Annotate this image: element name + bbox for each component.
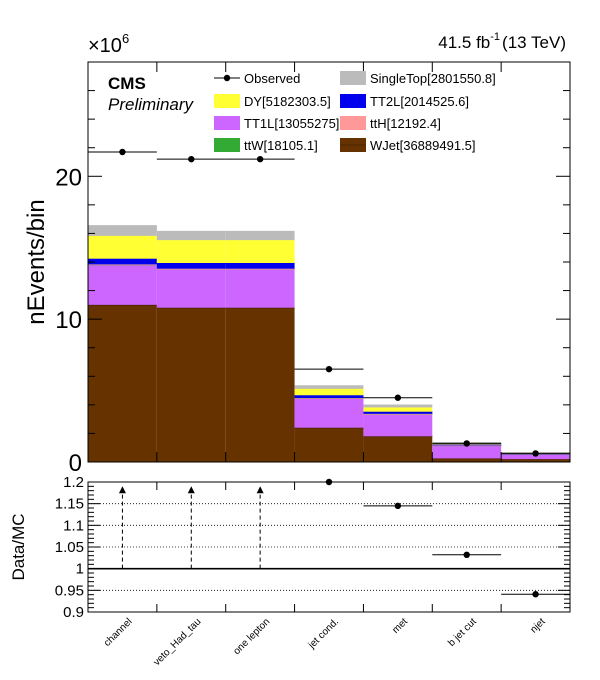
bar-segment bbox=[294, 386, 364, 389]
legend-label: SingleTop[2801550.8] bbox=[370, 71, 496, 86]
bar-segment bbox=[225, 307, 295, 462]
bar-segment bbox=[294, 398, 364, 428]
legend-label: TT2L[2014525.6] bbox=[370, 94, 469, 109]
y-tick-label: 0 bbox=[69, 450, 82, 477]
exponent-label: ×106 bbox=[88, 31, 129, 57]
ratio-panel: 0.9 0.95 1 1.05 1.1 1.15 1.2 bbox=[55, 474, 571, 621]
x-tick-label: veto_Had_tau bbox=[152, 616, 204, 668]
ratio-y-tick-label: 1.15 bbox=[55, 496, 84, 513]
ratio-y-tick-label: 0.9 bbox=[63, 604, 84, 621]
bar-segment bbox=[156, 269, 226, 308]
bar-segment bbox=[156, 263, 226, 269]
ratio-y-tick-label: 0.95 bbox=[55, 582, 84, 599]
observed-point bbox=[119, 148, 126, 156]
legend-label: ttH[12192.4] bbox=[370, 116, 441, 131]
legend-label: WJet[36889491.5] bbox=[370, 138, 476, 153]
bar-segment bbox=[88, 258, 157, 265]
preliminary-label: Preliminary bbox=[108, 95, 195, 114]
bar-segment bbox=[501, 459, 570, 462]
observed-point bbox=[256, 155, 264, 163]
legend-observed-marker bbox=[223, 74, 231, 82]
bar-segment bbox=[363, 411, 433, 414]
ratio-arrow-head bbox=[256, 486, 264, 494]
bar-segment bbox=[363, 414, 433, 437]
bar-segment bbox=[225, 269, 295, 308]
bar-segment bbox=[156, 307, 226, 462]
legend: Observed SingleTop[2801550.8] DY[5182303.5… bbox=[214, 71, 496, 153]
cms-label: CMS bbox=[108, 74, 146, 93]
bar-segment bbox=[432, 458, 502, 462]
main-y-axis-label: nEvents/bin bbox=[23, 199, 50, 324]
bar-segment bbox=[88, 225, 157, 236]
bar-segment bbox=[88, 235, 157, 259]
ratio-y-tick-label: 1 bbox=[76, 561, 84, 578]
ratio-arrow-head bbox=[118, 486, 126, 494]
observed-point bbox=[325, 365, 333, 373]
observed-point bbox=[463, 440, 470, 447]
bar-segment bbox=[225, 263, 295, 269]
ratio-y-tick-label: 1.05 bbox=[55, 539, 84, 556]
ratio-arrow-head bbox=[187, 486, 195, 494]
ratio-point bbox=[394, 502, 402, 510]
ratio-point bbox=[532, 591, 539, 598]
lumi-label: 41.5 fb-1 (13 TeV) bbox=[438, 31, 566, 52]
bar-segment bbox=[156, 240, 226, 263]
main-frame bbox=[87, 61, 571, 463]
bar-segment bbox=[88, 304, 157, 462]
observed-layer bbox=[88, 148, 570, 457]
legend-label: TT1L[13055275] bbox=[244, 116, 339, 131]
x-tick-label: jet cond. bbox=[306, 616, 341, 651]
x-tick-label: njet bbox=[529, 616, 548, 635]
ratio-grid bbox=[88, 503, 570, 591]
bar-segment bbox=[294, 427, 364, 462]
y-tick-label: 10 bbox=[55, 307, 82, 334]
x-axis-labels: channel veto_Had_tau one lepton jet cond. me… bbox=[102, 616, 548, 668]
y-tick-label: 20 bbox=[55, 164, 82, 191]
bar-segment bbox=[156, 231, 226, 241]
bar-segment bbox=[294, 388, 364, 396]
ratio-y-tick-label: 1.1 bbox=[63, 517, 84, 534]
legend-label: DY[5182303.5] bbox=[244, 94, 331, 109]
bar-segment bbox=[225, 240, 295, 263]
bar-segment bbox=[363, 407, 433, 412]
observed-point bbox=[394, 394, 402, 401]
stack-layer bbox=[88, 225, 570, 462]
bar-segment bbox=[225, 231, 295, 241]
bar-segment bbox=[363, 405, 433, 408]
bar-segment bbox=[88, 264, 157, 305]
observed-point bbox=[188, 155, 195, 163]
legend-label: ttW[18105.1] bbox=[244, 138, 318, 153]
bar-segment bbox=[363, 436, 433, 462]
bar-segment bbox=[501, 454, 570, 460]
ratio-frame bbox=[87, 481, 571, 613]
x-tick-label: one lepton bbox=[231, 616, 272, 657]
observed-point bbox=[532, 450, 539, 457]
x-tick-label: channel bbox=[102, 616, 135, 649]
ratio-y-axis-label: Data/MC bbox=[9, 513, 28, 580]
ratio-point bbox=[463, 551, 470, 558]
bar-segment bbox=[294, 395, 364, 399]
legend-label: Observed bbox=[244, 71, 300, 86]
ratio-y-tick-label: 1.2 bbox=[63, 474, 84, 491]
x-tick-label: b jet cut bbox=[446, 616, 479, 649]
main-panel: 0 10 20 CMS Preliminary Observed SingleTop[… bbox=[55, 61, 571, 477]
bar-segment bbox=[432, 445, 502, 459]
x-tick-label: met bbox=[390, 616, 410, 636]
